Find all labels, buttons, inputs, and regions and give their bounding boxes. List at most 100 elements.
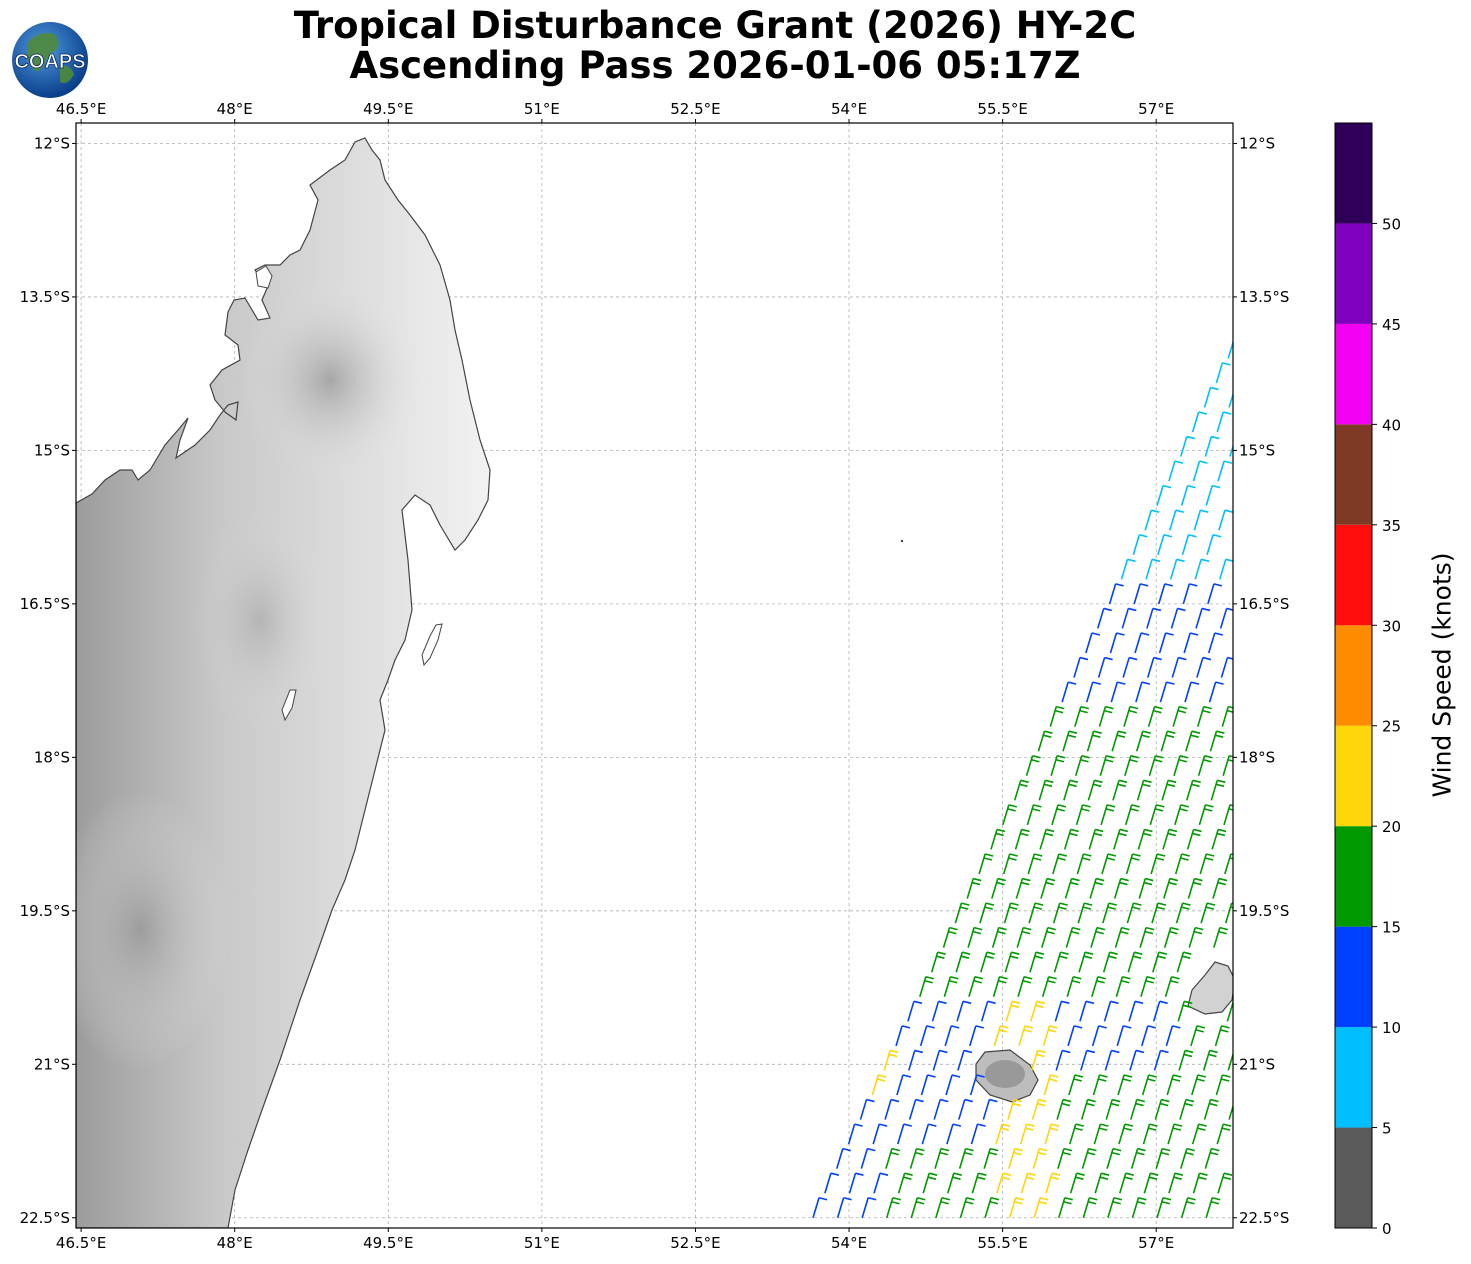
colorbar-tick-label: 45 [1382, 316, 1401, 334]
wind-barb [1162, 828, 1178, 850]
wind-barb [1180, 1196, 1196, 1218]
wind-barb [1108, 583, 1124, 605]
wind-barb [1088, 828, 1104, 850]
wind-barb [1028, 902, 1044, 924]
colorbar: 0 5 10 15 20 25 30 35 40 45 50 [1334, 122, 1401, 1238]
lat-tick-label-left: 18°S [34, 748, 70, 766]
wind-barb [1180, 435, 1195, 457]
wind-barb [1119, 1172, 1134, 1194]
map-frame [75, 122, 1234, 1229]
wind-barb [1135, 681, 1151, 703]
colorbar-tick-label: 40 [1382, 416, 1401, 434]
wind-barb [934, 1147, 950, 1169]
wind-barb [1173, 754, 1189, 776]
wind-barb [1015, 877, 1031, 899]
wind-barb [1182, 583, 1198, 605]
wind-barb [1067, 1025, 1083, 1047]
wind-barb [1166, 1074, 1182, 1096]
wind-barb [1032, 1147, 1048, 1169]
wind-barb [958, 1147, 974, 1169]
wind-barb [933, 1098, 949, 1120]
wind-barb [883, 1049, 899, 1071]
lat-tick-label-left: 13.5°S [20, 288, 70, 306]
wind-barb [967, 926, 983, 948]
wind-barb [1045, 1172, 1061, 1194]
wind-barb [1179, 1098, 1195, 1120]
colorbar-bin [1335, 826, 1372, 927]
wind-barb [1190, 1025, 1206, 1047]
wind-barb [1073, 656, 1089, 678]
wind-barb [1033, 1196, 1049, 1218]
wind-barb [1079, 1000, 1095, 1022]
wind-barb [1171, 656, 1187, 678]
wind-barb [991, 926, 1007, 948]
wind-barb [885, 1147, 901, 1169]
wind-barb [1133, 583, 1149, 605]
wind-barb [978, 853, 994, 875]
wind-barb [1195, 607, 1211, 629]
wind-barb [1214, 1025, 1230, 1047]
logo-text: COAPS [14, 51, 85, 73]
wind-barb [1210, 779, 1226, 801]
wind-barb [1174, 853, 1190, 875]
wind-barb [1063, 828, 1079, 850]
wind-barb [1152, 951, 1168, 973]
lat-tick-label-right: 18°S [1239, 748, 1275, 766]
wind-barb [1167, 1123, 1183, 1145]
wind-barb [1041, 975, 1057, 997]
wind-barb [1156, 484, 1172, 506]
wind-barb [1053, 951, 1069, 973]
wind-barb [1075, 804, 1091, 826]
lat-tick-label-right: 21°S [1239, 1055, 1275, 1073]
wind-barb [984, 1196, 1000, 1218]
lat-tick-label-left: 12°S [34, 134, 70, 152]
wind-barb [1106, 1147, 1122, 1169]
wind-barb [1017, 975, 1033, 997]
wind-barb [1018, 1025, 1034, 1047]
wind-barb [980, 1000, 996, 1022]
wind-barb [1085, 632, 1101, 654]
wind-barb [1031, 1098, 1047, 1120]
wind-barb [1217, 1172, 1233, 1194]
wind-barb [1069, 1123, 1084, 1145]
colorbar-bin [1335, 223, 1372, 324]
wind-barb [990, 828, 1006, 850]
wind-barb [1220, 656, 1233, 678]
wind-barb [970, 1123, 986, 1145]
wind-barb [1091, 975, 1107, 997]
wind-barb [1187, 877, 1203, 899]
wind-barb [1217, 460, 1233, 482]
wind-barb [1131, 1196, 1147, 1218]
wind-barb [1202, 1049, 1218, 1071]
lat-tick-label-left: 21°S [34, 1055, 70, 1073]
wind-barb [859, 1098, 875, 1120]
wind-barb [1158, 632, 1174, 654]
colorbar-tick-label: 20 [1382, 818, 1401, 836]
wind-barb [1146, 607, 1162, 629]
wind-barb [1016, 926, 1032, 948]
wind-barb [931, 1000, 947, 1022]
wind-barb [1044, 1123, 1060, 1145]
wind-barb [992, 975, 1008, 997]
wind-barb [1092, 1074, 1108, 1096]
wind-barb [1051, 804, 1067, 826]
wind-barb [1203, 386, 1219, 408]
wind-barb [1128, 1000, 1144, 1022]
lat-tick-label-left: 22.5°S [20, 1209, 70, 1227]
wind-barb [1124, 804, 1140, 826]
wind-barb [1005, 1000, 1021, 1022]
colorbar-bin [1335, 725, 1372, 827]
wind-barb [1163, 877, 1179, 899]
wind-barb [1165, 1025, 1181, 1047]
wind-barb [1052, 853, 1068, 875]
wind-barb [1203, 1098, 1219, 1120]
ile-sainte-marie [421, 623, 443, 667]
colorbar-bin [1335, 424, 1372, 525]
wind-barb [1054, 1000, 1070, 1022]
wind-barb [1200, 902, 1216, 924]
wind-barb [1194, 558, 1210, 580]
wind-barb [1062, 730, 1078, 752]
wind-barb [1002, 804, 1018, 826]
colorbar-bin [1335, 926, 1372, 1028]
